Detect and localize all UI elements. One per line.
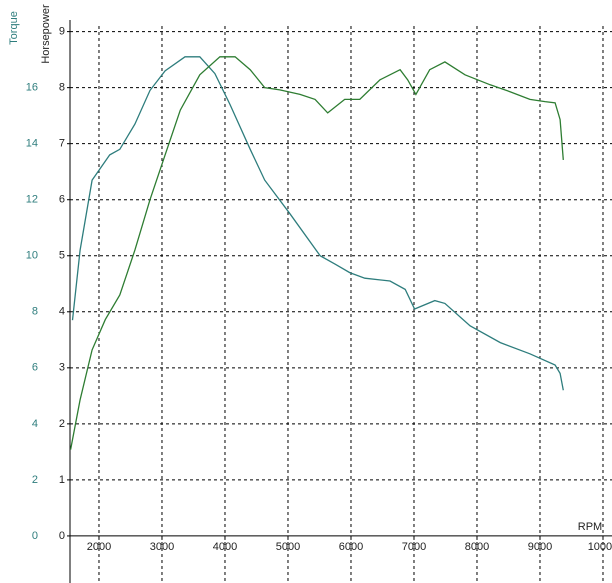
y2-tick-label: 10 xyxy=(26,250,38,262)
y2-tick-label: 6 xyxy=(32,362,38,374)
series-line xyxy=(69,56,564,450)
y-tick-label: 3 xyxy=(59,362,65,374)
x-tick-label: 4000 xyxy=(213,541,237,553)
x-tick-label: 2000 xyxy=(87,541,111,553)
y2-tick-label: 4 xyxy=(32,418,38,430)
y2-tick-label: 12 xyxy=(26,194,38,206)
y-tick-label: 5 xyxy=(59,250,65,262)
y-tick-label: 1 xyxy=(59,474,65,486)
x-tick-label: 7000 xyxy=(402,541,426,553)
y2-tick-label: 14 xyxy=(26,138,38,150)
y-tick-label: 6 xyxy=(59,194,65,206)
y-tick-label: 2 xyxy=(59,418,65,430)
x-tick-label: 3000 xyxy=(150,541,174,553)
x-tick-label: 10000 xyxy=(588,541,612,553)
x-axis-title: RPM xyxy=(578,521,602,533)
y-tick-label: 4 xyxy=(59,306,65,318)
y-axis-title: Horsepower xyxy=(40,4,52,64)
y2-tick-label: 8 xyxy=(32,306,38,318)
x-tick-label: 8000 xyxy=(465,541,489,553)
x-tick-label: 5000 xyxy=(276,541,300,553)
y2-axis-title: Torque xyxy=(8,11,20,45)
y-tick-label: 0 xyxy=(59,530,65,542)
series-line xyxy=(71,56,564,391)
y-tick-label: 8 xyxy=(59,82,65,94)
y-tick-label: 9 xyxy=(59,26,65,38)
y2-tick-label: 16 xyxy=(26,82,38,94)
y2-tick-label: 0 xyxy=(32,530,38,542)
x-tick-label: 6000 xyxy=(339,541,363,553)
y-tick-label: 7 xyxy=(59,138,65,150)
y2-tick-label: 2 xyxy=(32,474,38,486)
x-tick-label: 9000 xyxy=(528,541,552,553)
